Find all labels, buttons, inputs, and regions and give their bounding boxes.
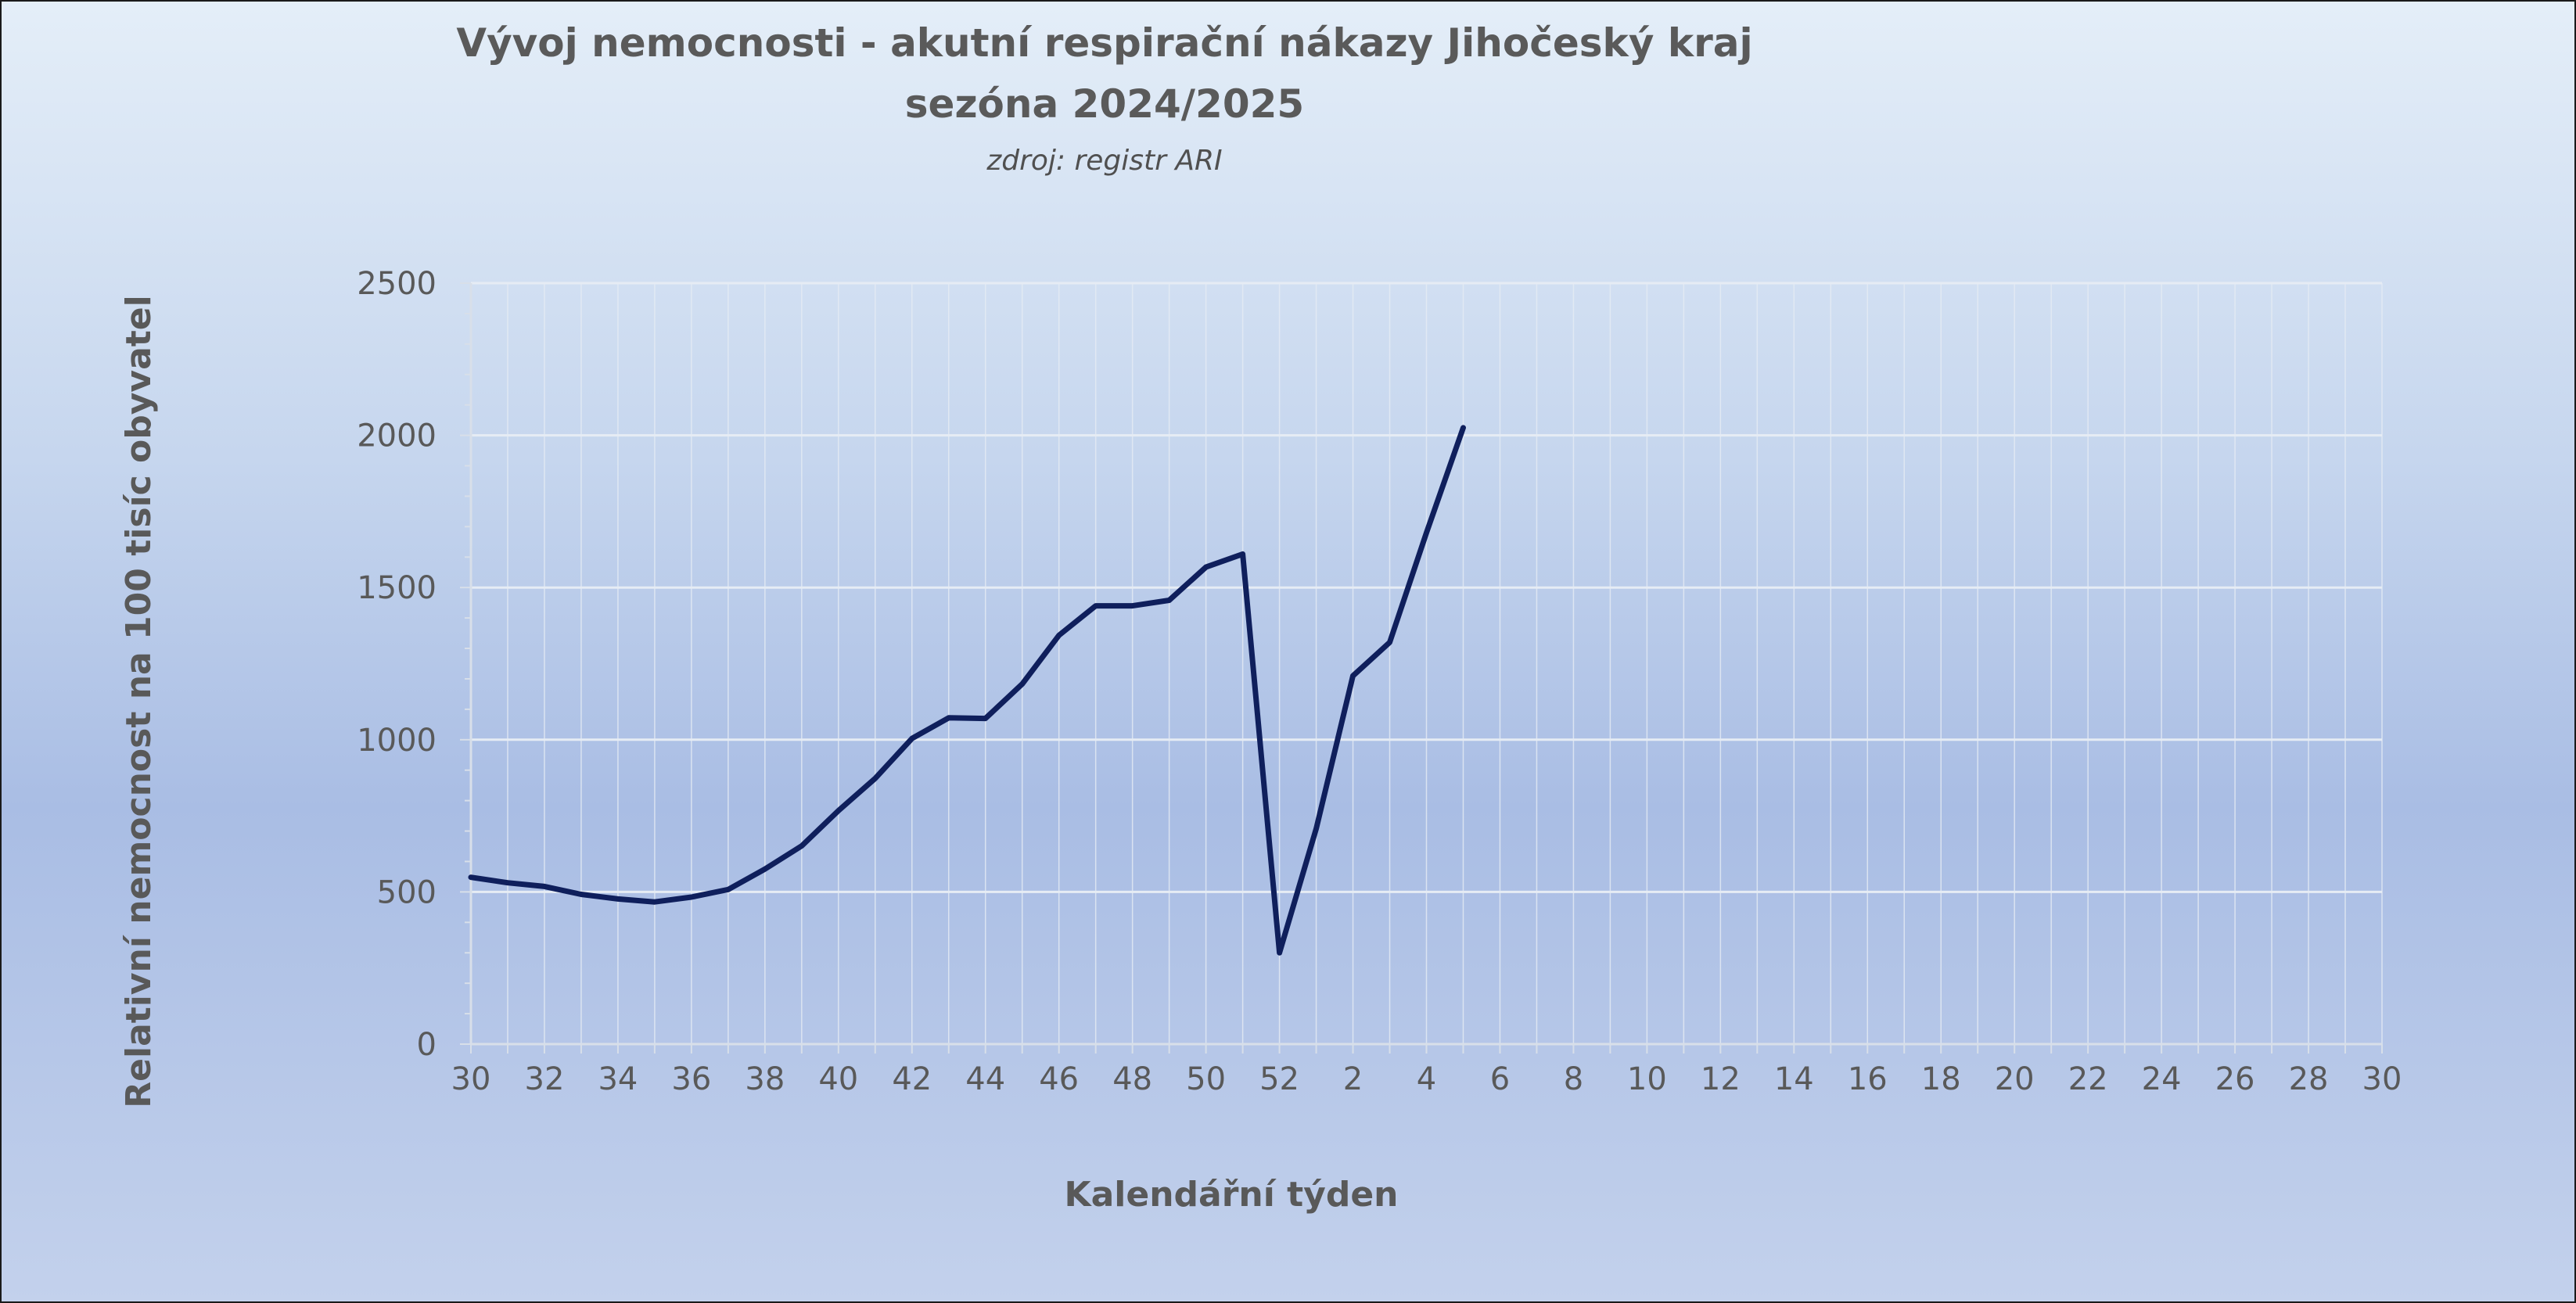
data-point	[1057, 634, 1061, 637]
chart-title-line1: Vývoj nemocnosti - akutní respirační nák…	[456, 20, 1752, 66]
data-point	[836, 809, 840, 813]
x-tick-label: 46	[1039, 1061, 1079, 1097]
x-tick-label: 42	[892, 1061, 932, 1097]
y-tick-label: 2500	[357, 266, 437, 302]
x-tick-label: 26	[2215, 1061, 2255, 1097]
data-point	[1351, 674, 1355, 678]
x-tick-label: 18	[1921, 1061, 1961, 1097]
x-tick-label: 30	[451, 1061, 491, 1097]
x-tick-label: 10	[1627, 1061, 1667, 1097]
data-point	[799, 844, 803, 848]
data-point	[579, 892, 583, 896]
x-tick-label: 28	[2289, 1061, 2329, 1097]
data-point	[1277, 951, 1281, 955]
x-tick-label: 32	[525, 1061, 565, 1097]
y-axis-title: Relativní nemocnost na 100 tisíc obyvate…	[119, 295, 159, 1107]
x-tick-label: 20	[1995, 1061, 2035, 1097]
x-tick-label: 24	[2142, 1061, 2182, 1097]
y-tick-label: 0	[417, 1027, 437, 1063]
grid-layer	[470, 282, 2383, 1046]
x-tick-label: 4	[1417, 1061, 1436, 1097]
data-point	[1314, 827, 1318, 831]
data-point	[947, 716, 950, 720]
data-point	[910, 737, 914, 741]
series-layer	[468, 425, 1466, 956]
x-tick-label: 40	[818, 1061, 858, 1097]
data-point	[1167, 598, 1171, 602]
axis-layer	[460, 282, 2383, 1054]
data-point	[1020, 682, 1024, 686]
x-tick-label: 36	[671, 1061, 711, 1097]
data-point	[1425, 531, 1428, 535]
data-point	[1461, 425, 1465, 429]
data-point	[1130, 604, 1134, 608]
x-tick-label: 6	[1490, 1061, 1510, 1097]
y-tick-label: 1500	[357, 570, 437, 606]
data-point	[616, 897, 620, 901]
x-tick-label: 12	[1701, 1061, 1741, 1097]
data-point	[652, 900, 656, 904]
x-tick-label: 22	[2068, 1061, 2108, 1097]
data-point	[689, 896, 693, 899]
data-point	[1241, 552, 1245, 556]
data-point	[726, 888, 730, 892]
x-tick-label: 52	[1259, 1061, 1299, 1097]
x-tick-label: 16	[1848, 1061, 1888, 1097]
data-point	[873, 777, 877, 781]
x-tick-label: 8	[1564, 1061, 1583, 1097]
data-point	[469, 875, 472, 879]
data-point	[1204, 565, 1208, 569]
data-point	[983, 716, 987, 720]
x-tick-label: 44	[965, 1061, 1005, 1097]
x-tick-label: 38	[745, 1061, 785, 1097]
x-tick-label: 30	[2362, 1061, 2402, 1097]
data-point	[1094, 604, 1098, 608]
data-point	[763, 867, 767, 871]
x-tick-label: 14	[1774, 1061, 1814, 1097]
series-line	[468, 425, 1466, 956]
chart-subtitle: zdroj: registr ARI	[986, 145, 1222, 177]
data-point	[1388, 641, 1392, 644]
x-axis-title: Kalendářní týden	[1064, 1175, 1398, 1215]
y-tick-label: 500	[377, 874, 437, 910]
data-point	[505, 881, 509, 885]
x-tick-label: 2	[1343, 1061, 1363, 1097]
x-tick-label: 50	[1186, 1061, 1226, 1097]
data-point	[542, 885, 546, 888]
x-tick-label: 48	[1112, 1061, 1152, 1097]
chart-title-line2: sezóna 2024/2025	[905, 81, 1304, 127]
y-tick-label: 1000	[357, 723, 437, 759]
x-tick-label: 34	[598, 1061, 638, 1097]
y-tick-label: 2000	[357, 418, 437, 454]
